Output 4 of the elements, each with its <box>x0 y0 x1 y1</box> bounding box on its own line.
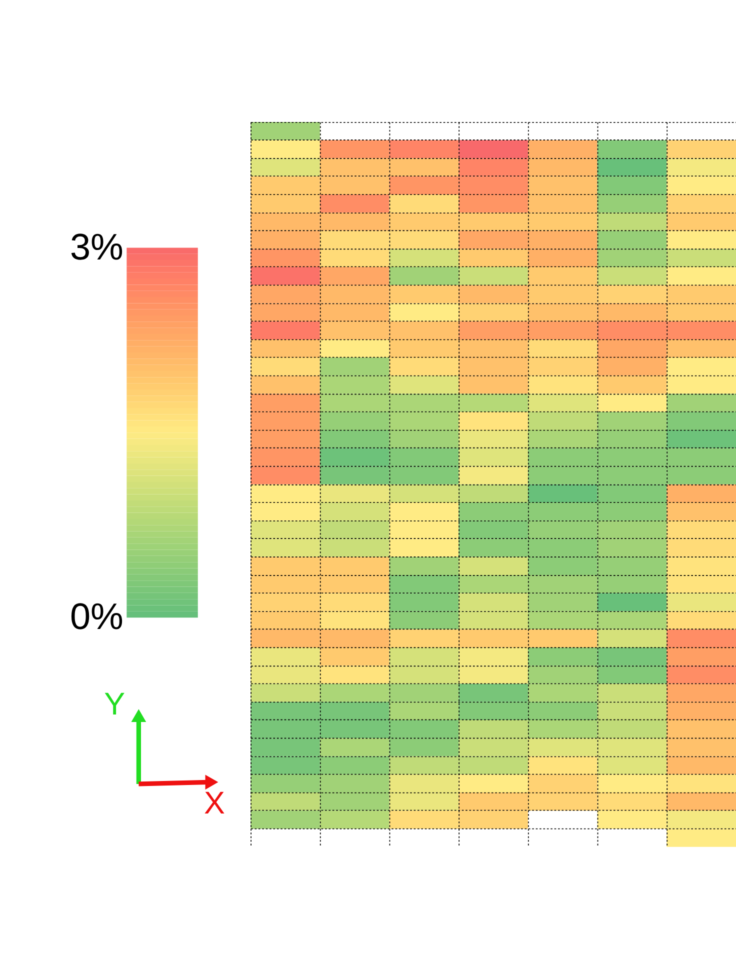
color-bar-label: 0% <box>70 596 124 638</box>
text: Y <box>104 686 126 722</box>
text: X <box>204 786 226 821</box>
color-bar-label: 3% <box>70 226 124 268</box>
